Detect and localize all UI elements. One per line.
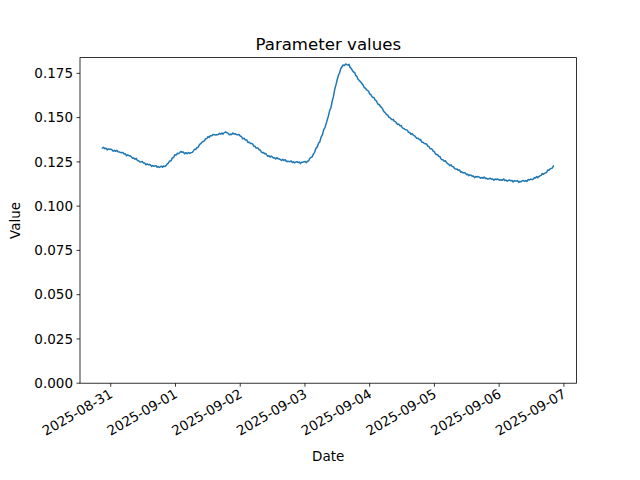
- y-tick-label: 0.075: [34, 242, 73, 258]
- x-axis-label: Date: [312, 448, 344, 464]
- y-tick-label: 0.100: [34, 198, 73, 214]
- y-tick-label: 0.050: [34, 286, 73, 302]
- y-tick-label: 0.175: [34, 65, 73, 81]
- y-tick-label: 0.025: [34, 331, 73, 347]
- y-tick-label: 0.150: [34, 109, 73, 125]
- y-tick-label: 0.125: [34, 154, 73, 170]
- y-axis-label: Value: [7, 202, 23, 239]
- chart-title: Parameter values: [255, 35, 401, 54]
- figure: 0.000 0.025 0.050 0.075 0.100 0.125 0.150 0.175…: [0, 0, 640, 480]
- y-tick-label: 0.000: [34, 375, 73, 391]
